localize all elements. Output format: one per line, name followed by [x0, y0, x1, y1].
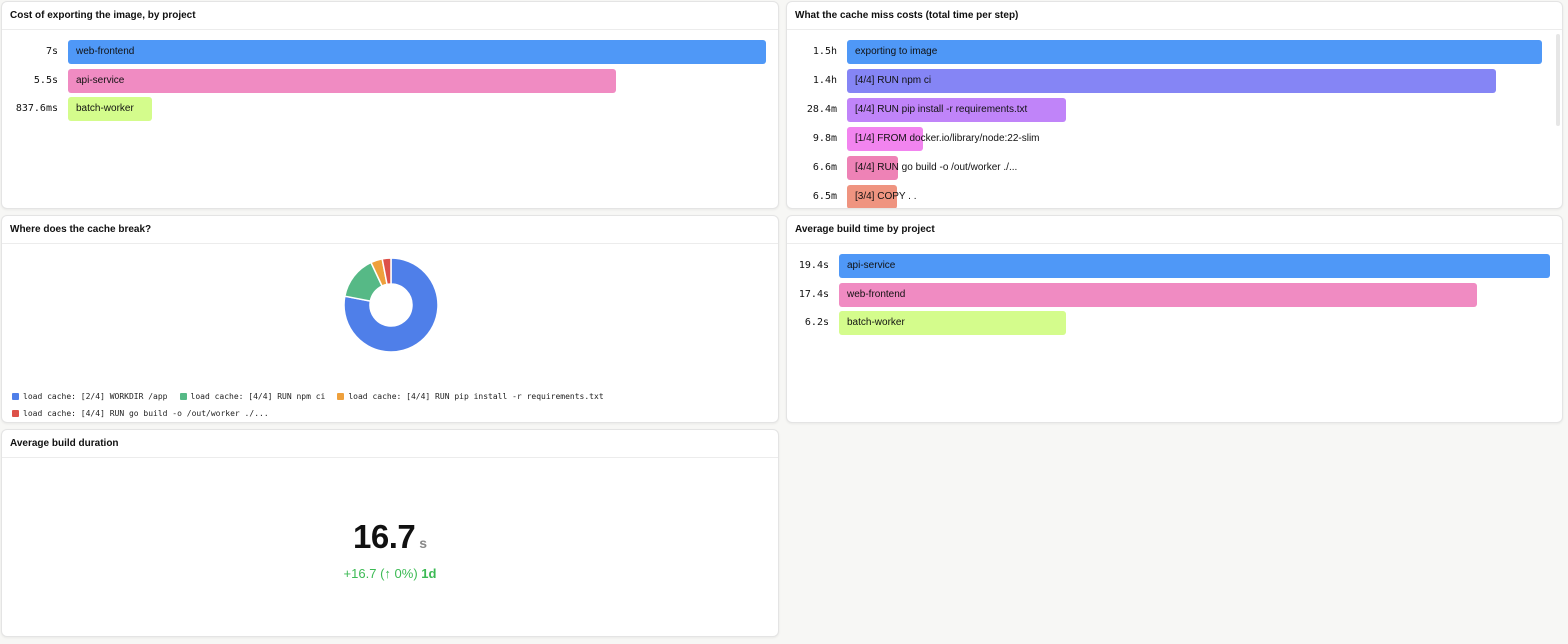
bar-value-label: 1.5h: [812, 46, 837, 57]
bar-value-label: 28.4m: [806, 104, 837, 115]
bar-category-label: batch-worker: [76, 103, 134, 114]
bar-value-label: 9.8m: [812, 133, 837, 144]
cache-break-legend: load cache: [2/4] WORKDIR /app load cache…: [12, 388, 752, 422]
bar-row: 19.4s api-service: [787, 254, 1562, 278]
delta-paren-close: ): [413, 566, 418, 581]
delta-period: 1d: [421, 566, 437, 581]
bar-row: 6.6m [4/4] RUN go build -o /out/worker ./…: [787, 156, 1562, 180]
bar[interactable]: [4/4] RUN go build -o /out/worker ./...: [847, 156, 1017, 180]
bar-row: 28.4m [4/4] RUN pip install -r requiremen…: [787, 98, 1562, 122]
legend-swatch: [12, 393, 19, 400]
delta-percent: 0%: [394, 566, 414, 581]
bar-value-label: 6.2s: [804, 317, 829, 328]
bar-value-label: 6.5m: [812, 191, 837, 202]
bar-row: 17.4s web-frontend: [787, 282, 1562, 307]
delta-value: +16.7: [343, 566, 377, 581]
export-cost-title: Cost of exporting the image, by project: [2, 2, 778, 30]
bar-value-label: 5.5s: [33, 74, 58, 86]
delta-paren-open: (: [380, 566, 385, 581]
bar-value-label: 1.4h: [812, 75, 837, 86]
cache-miss-scrollbar[interactable]: [1556, 34, 1560, 126]
legend-item[interactable]: load cache: [4/4] RUN npm ci: [179, 388, 326, 405]
cache-miss-panel: What the cache miss costs (total time pe…: [786, 1, 1563, 209]
bar-value-label: 6.6m: [812, 162, 837, 173]
bar[interactable]: [3/4] COPY . .: [847, 185, 917, 208]
bar[interactable]: [4/4] RUN npm ci: [847, 69, 1496, 93]
legend-item[interactable]: load cache: [2/4] WORKDIR /app: [12, 388, 168, 405]
cache-break-donut-chart: [343, 257, 439, 353]
avg-build-time-title: Average build time by project: [787, 216, 1562, 244]
cache-break-panel: Where does the cache break? load cache: …: [1, 215, 779, 423]
cache-break-title: Where does the cache break?: [2, 216, 778, 244]
bar-category-label: [1/4] FROM docker.io/library/node:22-sli…: [855, 133, 1040, 144]
legend-label: load cache: [4/4] RUN npm ci: [190, 392, 326, 401]
bar-row: 1.4h [4/4] RUN npm ci: [787, 69, 1562, 93]
export-cost-panel: Cost of exporting the image, by project …: [1, 1, 779, 209]
bar-row: 5.5s api-service: [2, 68, 778, 93]
bar[interactable]: web-frontend: [68, 40, 766, 64]
cache-miss-title: What the cache miss costs (total time pe…: [787, 2, 1562, 30]
bar-row: 837.6ms batch-worker: [2, 97, 778, 121]
arrow-up-icon: ↑: [384, 566, 391, 581]
legend-label: load cache: [4/4] RUN go build -o /out/w…: [23, 409, 269, 418]
bar[interactable]: api-service: [68, 68, 617, 93]
bar-category-label: api-service: [76, 74, 125, 86]
donut-slice[interactable]: [343, 257, 439, 353]
bar[interactable]: web-frontend: [839, 282, 1477, 307]
bar-category-label: web-frontend: [847, 288, 906, 300]
avg-duration-value: 16.7: [352, 518, 416, 555]
bar-row: 1.5h exporting to image: [787, 40, 1562, 64]
bar-category-label: exporting to image: [855, 46, 938, 57]
donut-slice[interactable]: [381, 257, 392, 286]
bar-value-label: 837.6ms: [15, 103, 58, 114]
legend-item[interactable]: load cache: [4/4] RUN pip install -r req…: [337, 388, 604, 405]
bar-category-label: batch-worker: [847, 317, 905, 328]
bar-row: 9.8m [1/4] FROM docker.io/library/node:22…: [787, 127, 1562, 151]
bar-row: 7s web-frontend: [2, 40, 778, 64]
bar-row: 6.5m [3/4] COPY . .: [787, 185, 1562, 208]
bar-value-label: 17.4s: [798, 288, 829, 300]
legend-label: load cache: [2/4] WORKDIR /app: [23, 392, 168, 401]
avg-duration-panel: Average build duration 16.7 s +16.7 (↑ 0%…: [1, 429, 779, 637]
avg-duration-unit: s: [419, 535, 428, 551]
avg-duration-delta: +16.7 (↑ 0%) 1d: [2, 566, 778, 581]
legend-swatch: [179, 393, 187, 400]
bar-category-label: [4/4] RUN go build -o /out/worker ./...: [855, 162, 1018, 173]
bar-category-label: [4/4] RUN pip install -r requirements.tx…: [855, 104, 1028, 115]
bar-value-label: 7s: [45, 46, 58, 57]
avg-duration-title: Average build duration: [2, 430, 778, 458]
legend-label: load cache: [4/4] RUN pip install -r req…: [348, 392, 604, 401]
legend-item[interactable]: load cache: [4/4] RUN go build -o /out/w…: [12, 405, 269, 422]
legend-swatch: [337, 393, 345, 400]
bar[interactable]: exporting to image: [847, 40, 1542, 64]
bar[interactable]: [1/4] FROM docker.io/library/node:22-sli…: [847, 127, 1040, 151]
avg-duration-stat: 16.7 s: [2, 518, 778, 556]
bar-category-label: web-frontend: [76, 46, 135, 57]
bar-category-label: [3/4] COPY . .: [855, 191, 917, 202]
bar[interactable]: batch-worker: [68, 97, 152, 121]
bar[interactable]: batch-worker: [839, 311, 1067, 335]
bar-value-label: 19.4s: [798, 260, 829, 271]
bar-category-label: [4/4] RUN npm ci: [855, 75, 932, 86]
bar-category-label: api-service: [847, 260, 896, 271]
avg-build-time-panel: Average build time by project 19.4s api-s…: [786, 215, 1563, 423]
bar-row: 6.2s batch-worker: [787, 311, 1562, 335]
bar[interactable]: [4/4] RUN pip install -r requirements.tx…: [847, 98, 1067, 122]
bar[interactable]: api-service: [839, 254, 1550, 278]
legend-swatch: [12, 410, 19, 417]
